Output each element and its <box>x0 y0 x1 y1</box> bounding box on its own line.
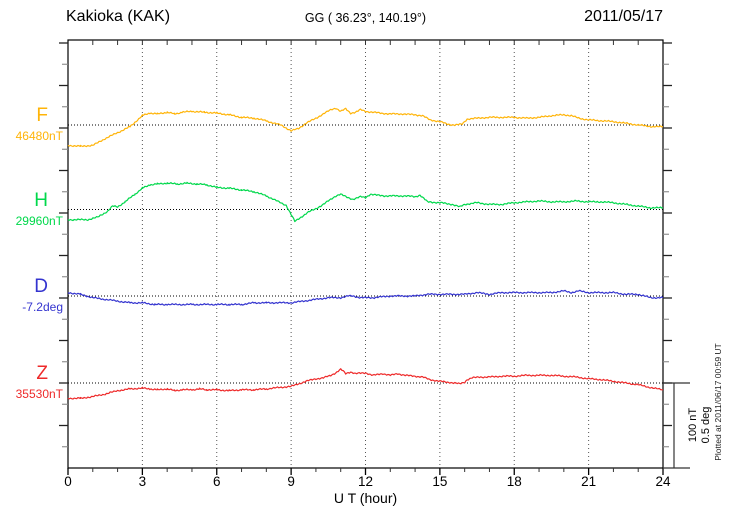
f-trace <box>67 107 664 148</box>
trace-label-f: F <box>36 105 48 126</box>
z-trace <box>67 368 663 400</box>
trace-base-value-f: 46480nT <box>15 129 63 143</box>
trace-label-d: D <box>34 276 48 297</box>
scale-bar-nt-label: 100 nT <box>687 407 699 443</box>
d-trace <box>67 289 664 306</box>
x-tick-label-3: 3 <box>138 474 147 489</box>
x-tick-label-18: 18 <box>506 474 522 489</box>
scale-bar-label: 100 nT 0.5 deg <box>687 385 713 465</box>
plotted-at-note: Plotted at 2011/06/17 00:59 UT <box>713 343 723 461</box>
x-tick-label-21: 21 <box>581 474 597 489</box>
x-tick-label-24: 24 <box>655 474 671 489</box>
trace-base-value-h: 29960nT <box>15 213 63 228</box>
scale-bar-deg-label: 0.5 deg <box>699 406 712 444</box>
station-title: Kakioka (KAK) <box>66 8 171 25</box>
trace-label-z: Z <box>36 363 48 384</box>
trace-label-h: H <box>34 189 48 211</box>
x-tick-label-15: 15 <box>432 474 448 489</box>
plot-date: 2011/05/17 <box>584 8 663 25</box>
x-axis-title: U T (hour) <box>333 490 398 506</box>
trace-base-value-z: 35530nT <box>15 387 63 401</box>
x-tick-label-0: 0 <box>64 474 72 489</box>
h-trace <box>67 181 664 223</box>
trace-base-value-d: -7.2deg <box>22 300 63 314</box>
x-tick-label-12: 12 <box>357 474 374 489</box>
x-tick-label-6: 6 <box>212 474 221 489</box>
station-coordinates: GG ( 36.23°, 140.19°) <box>304 11 427 25</box>
x-tick-label-9: 9 <box>287 474 295 489</box>
